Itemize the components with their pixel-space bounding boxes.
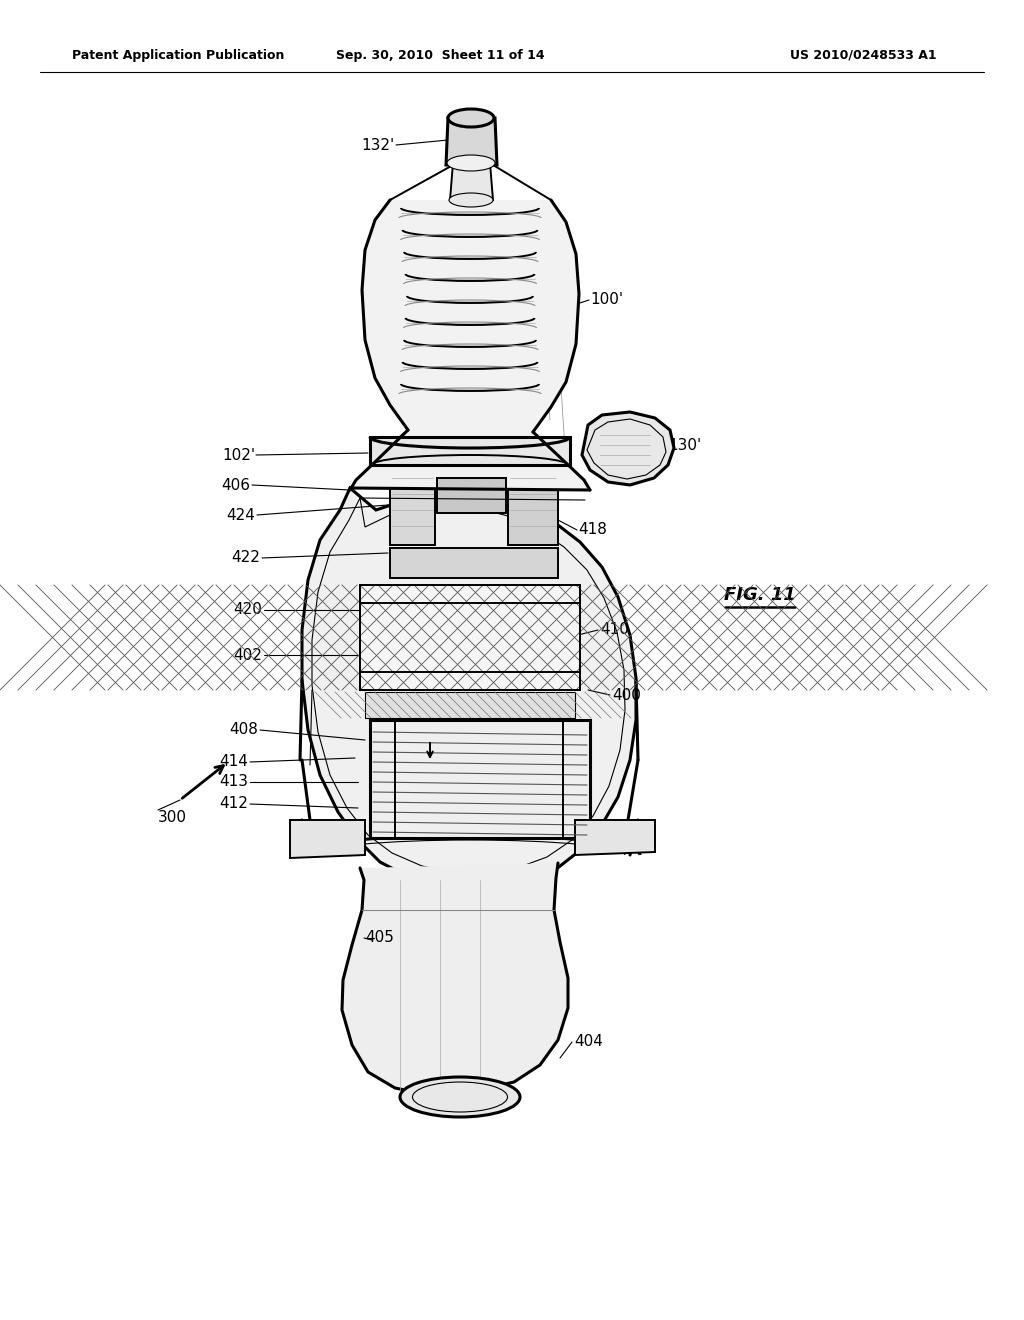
Polygon shape [290,820,365,858]
Polygon shape [446,117,497,165]
Text: 102': 102' [222,447,255,462]
Polygon shape [342,863,568,1097]
Text: 400: 400 [612,688,641,702]
Polygon shape [437,478,506,513]
Text: 414: 414 [219,755,248,770]
Text: 405: 405 [365,931,394,945]
Polygon shape [575,820,655,855]
Text: 420: 420 [233,602,262,618]
Bar [360,585,580,690]
Ellipse shape [400,1077,520,1117]
Polygon shape [362,201,579,432]
Text: 130': 130' [668,437,701,453]
Polygon shape [390,548,558,578]
Ellipse shape [449,193,493,207]
Ellipse shape [447,154,495,172]
Text: 132': 132' [361,137,395,153]
Text: 424: 424 [226,507,255,523]
Text: 410: 410 [600,623,629,638]
Bar [360,585,580,690]
Polygon shape [508,469,558,545]
Polygon shape [352,201,590,490]
Text: US 2010/0248533 A1: US 2010/0248533 A1 [790,49,937,62]
Ellipse shape [449,110,494,127]
Text: 418: 418 [578,523,607,537]
Text: 406: 406 [221,478,250,492]
Text: 416: 416 [590,842,618,858]
Text: Patent Application Publication: Patent Application Publication [72,49,285,62]
Text: 300: 300 [158,810,187,825]
Polygon shape [370,719,590,838]
Text: 412: 412 [219,796,248,812]
Text: 413: 413 [219,775,248,789]
Polygon shape [582,412,674,484]
Polygon shape [390,469,435,545]
Text: 100': 100' [590,293,624,308]
Polygon shape [302,488,636,884]
Text: Sep. 30, 2010  Sheet 11 of 14: Sep. 30, 2010 Sheet 11 of 14 [336,49,545,62]
Text: 402: 402 [233,648,262,663]
Polygon shape [370,437,570,465]
Text: 404: 404 [574,1035,603,1049]
Text: 422: 422 [231,550,260,565]
Text: 408: 408 [229,722,258,738]
Text: FIG. 11: FIG. 11 [724,586,796,605]
Polygon shape [450,162,493,201]
Bar [365,692,575,718]
